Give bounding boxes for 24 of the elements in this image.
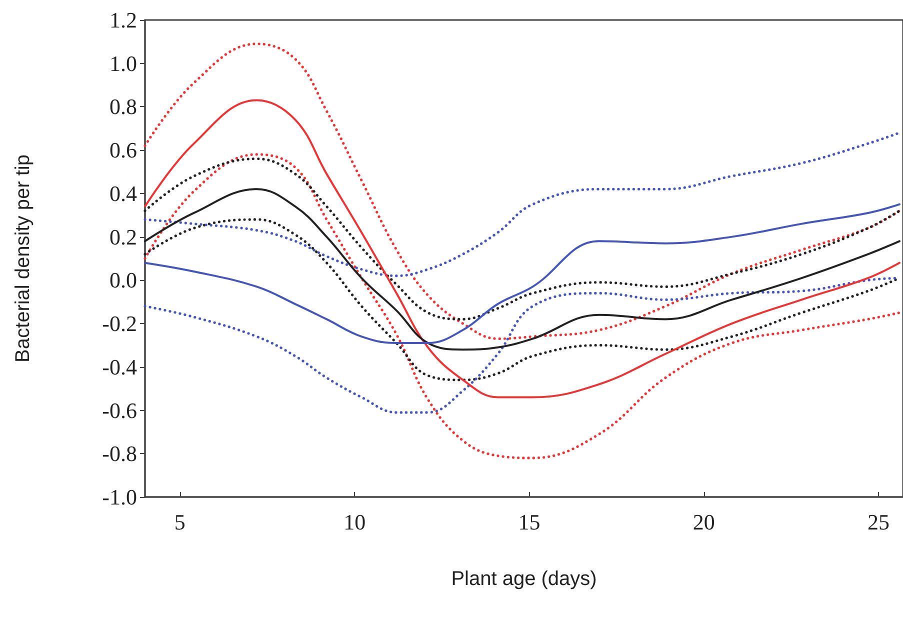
y-tick-label: -0.8 — [102, 441, 137, 466]
x-tick-label: 20 — [692, 510, 715, 534]
y-tick-label: -0.6 — [102, 398, 137, 423]
line-series — [144, 99, 901, 398]
y-tick-label: 0.8 — [110, 94, 137, 120]
line-series — [144, 153, 901, 460]
y-tick-label: 0.4 — [110, 180, 137, 206]
line-series — [144, 157, 901, 321]
y-tick-label: 0.0 — [110, 268, 137, 293]
y-axis-title: Bacterial density per tip — [12, 154, 34, 362]
y-tick-label: 0.6 — [110, 138, 137, 163]
y-tick-label: -1.0 — [102, 484, 137, 510]
y-tick-label: -0.2 — [102, 311, 137, 336]
x-tick-label: 25 — [868, 510, 890, 534]
x-tick-label: 10 — [344, 510, 366, 534]
y-tick-label: 1.2 — [110, 8, 137, 32]
x-axis-title: Plant age (days) — [451, 568, 597, 590]
line-series — [144, 42, 901, 340]
x-tick-label: 15 — [518, 510, 540, 534]
y-tick-label: 1.0 — [110, 50, 137, 76]
x-tick-label: 5 — [174, 510, 186, 534]
line-series — [144, 131, 901, 278]
y-tick-label: 0.2 — [110, 224, 137, 250]
y-tick-label: -0.4 — [102, 354, 137, 380]
